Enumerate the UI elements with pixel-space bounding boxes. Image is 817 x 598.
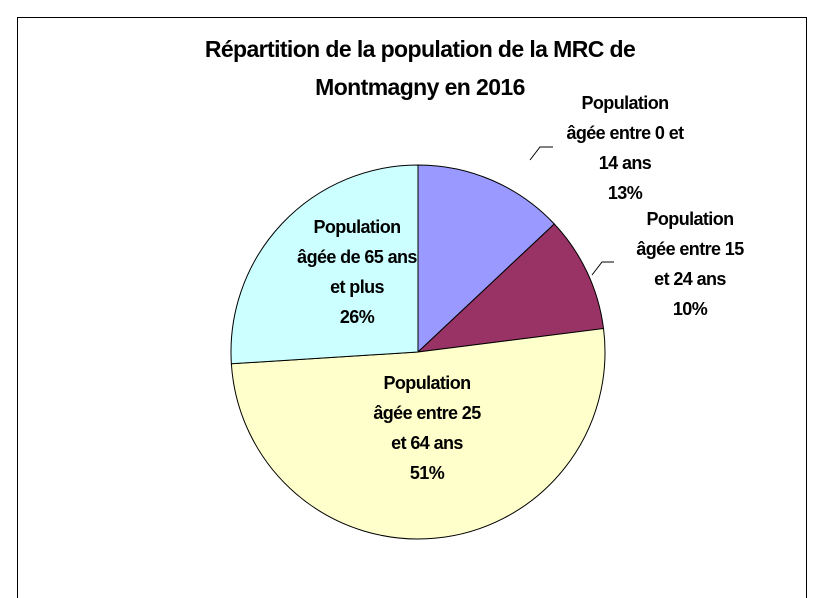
value-label: 26%: [339, 307, 375, 327]
leader-line: [591, 261, 614, 276]
pie-slice: [230, 164, 419, 365]
category-label: Population âgée entre 15 et 24 ans: [636, 209, 744, 289]
slice-label: Population âgée entre 15 et 24 ans 10%: [630, 204, 750, 324]
value-label: 13%: [607, 183, 643, 203]
category-label: Population âgée entre 25 et 64 ans: [373, 373, 481, 453]
pie-slice: [230, 328, 606, 540]
chart-border: [17, 17, 807, 598]
slice-label: Population âgée entre 0 et 14 ans 13%: [566, 88, 684, 208]
slices: [230, 164, 606, 540]
slice-label: Population âgée entre 25 et 64 ans 51%: [364, 368, 490, 488]
slice-label: Population âgée de 65 ans et plus 26%: [296, 212, 418, 332]
category-label: Population âgée de 65 ans et plus: [297, 217, 417, 297]
value-label: 10%: [672, 299, 708, 319]
value-label: 51%: [409, 463, 445, 483]
category-label: Population âgée entre 0 et 14 ans: [566, 93, 684, 173]
pie-slice: [417, 164, 556, 354]
leader-line: [529, 146, 553, 161]
pie-slice: [416, 223, 605, 353]
chart-title: Répartition de la population de la MRC d…: [204, 36, 636, 100]
